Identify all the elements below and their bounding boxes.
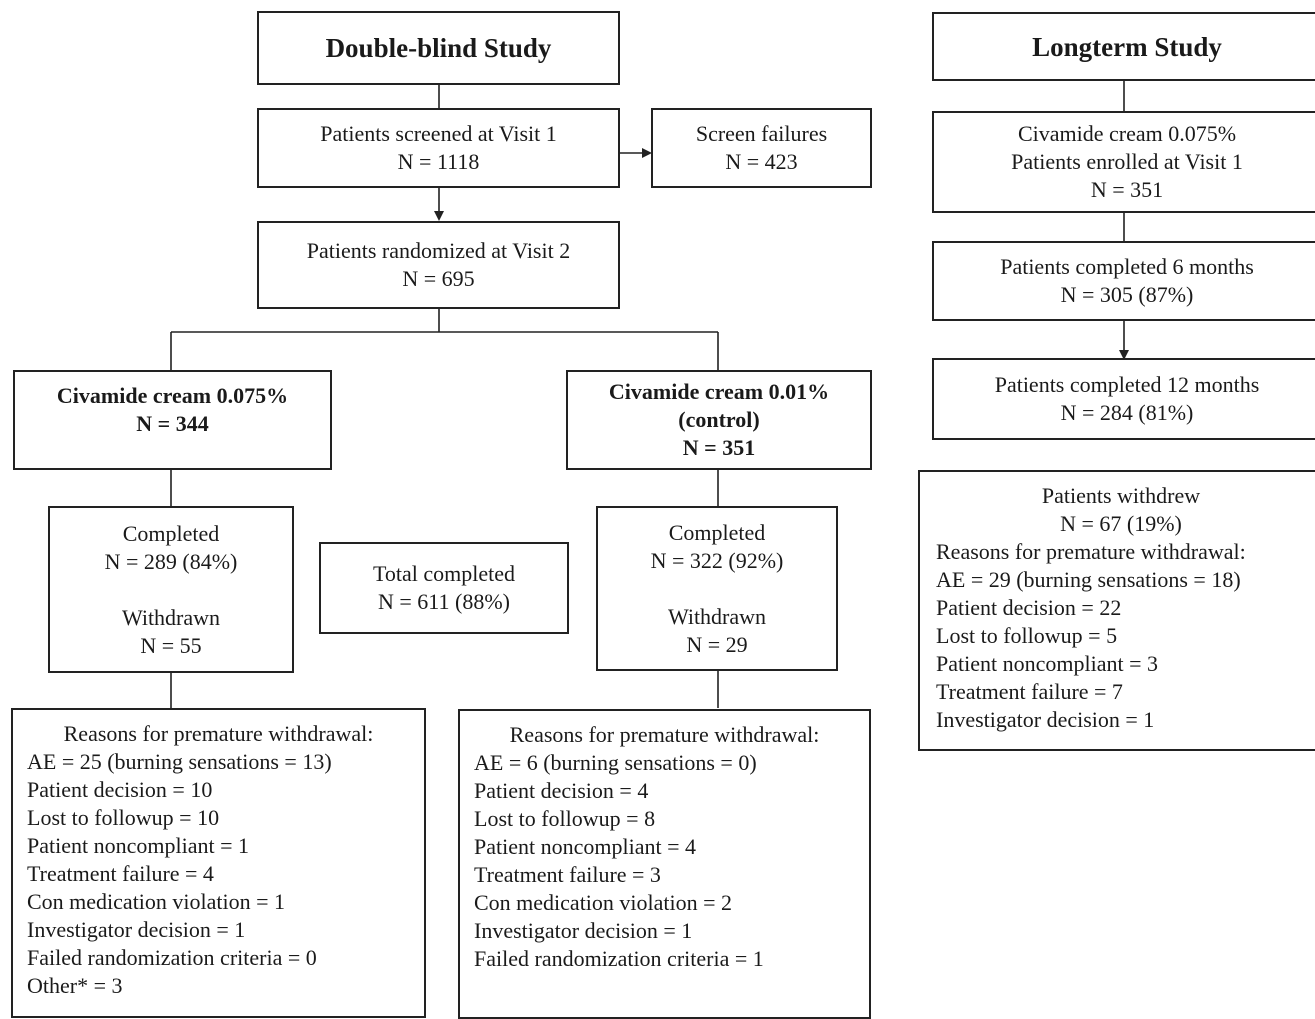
screen-failures-label: Screen failures (695, 121, 828, 146)
screen-failures-count: N = 423 (725, 149, 798, 174)
reason-item: Treatment failure = 4 (27, 861, 214, 886)
active-arm-label: Civamide cream 0.075% (56, 383, 289, 408)
reason-item: Patient decision = 10 (27, 777, 213, 802)
longterm-enrolled-count: N = 351 (1090, 177, 1164, 202)
longterm-title-box: Longterm Study (932, 12, 1315, 81)
reason-item: Con medication violation = 1 (27, 889, 286, 914)
screened-label: Patients screened at Visit 1 (320, 121, 557, 146)
longterm-6mo-label: Patients completed 6 months (1000, 254, 1254, 279)
control-arm-count: N = 351 (682, 435, 756, 460)
total-completed-label: Total completed (372, 561, 516, 586)
longterm-enrolled-label: Patients enrolled at Visit 1 (1011, 149, 1243, 174)
longterm-12mo-label: Patients completed 12 months (994, 372, 1260, 397)
reason-item: Lost to followup = 10 (27, 805, 220, 830)
longterm-12mo-count: N = 284 (81%) (1060, 400, 1194, 425)
control-reasons-title: Reasons for premature withdrawal: (509, 722, 820, 747)
screen-failures-box: Screen failures N = 423 (651, 108, 872, 188)
active-arm-box: Civamide cream 0.075% N = 344 (13, 370, 332, 470)
active-completed-count: N = 289 (84%) (104, 548, 238, 574)
longterm-reasons-title: Reasons for premature withdrawal: (936, 539, 1246, 564)
screened-count: N = 1118 (397, 149, 480, 174)
active-reasons-box: Reasons for premature withdrawal: AE = 2… (11, 708, 426, 1018)
reason-item: Patient noncompliant = 4 (474, 834, 696, 859)
control-arm-box: Civamide cream 0.01% (control) N = 351 (566, 370, 872, 470)
randomized-count: N = 695 (402, 266, 475, 291)
control-reasons-box: Reasons for premature withdrawal: AE = 6… (458, 709, 871, 1019)
reason-item: Patient decision = 22 (936, 595, 1122, 620)
control-completed-count: N = 322 (92%) (650, 547, 784, 573)
reason-item: Failed randomization criteria = 0 (27, 945, 317, 970)
active-reasons-title: Reasons for premature withdrawal: (63, 721, 374, 746)
longterm-12mo-box: Patients completed 12 months N = 284 (81… (932, 358, 1315, 440)
reason-item: Lost to followup = 5 (936, 623, 1118, 648)
reason-item: Investigator decision = 1 (474, 918, 693, 943)
reason-item: Treatment failure = 7 (936, 679, 1123, 704)
active-withdrawn-count: N = 55 (140, 632, 202, 658)
longterm-enrolled-box: Civamide cream 0.075% Patients enrolled … (932, 111, 1315, 213)
randomized-label: Patients randomized at Visit 2 (306, 238, 571, 263)
active-outcome-box: Completed N = 289 (84%) Withdrawn N = 55 (48, 506, 294, 673)
longterm-withdrew-count: N = 67 (19%) (1060, 511, 1182, 536)
randomized-box: Patients randomized at Visit 2 N = 695 (257, 221, 620, 309)
reason-item: Other* = 3 (27, 973, 123, 998)
reason-item: Treatment failure = 3 (474, 862, 661, 887)
reason-item: Lost to followup = 8 (474, 806, 656, 831)
total-completed-box: Total completed N = 611 (88%) (319, 542, 569, 634)
reason-item: Failed randomization criteria = 1 (474, 946, 764, 971)
longterm-withdrew-label: Patients withdrew (1041, 483, 1201, 508)
control-withdrawn-label: Withdrawn (667, 603, 767, 629)
control-withdrawn-count: N = 29 (686, 631, 748, 657)
longterm-enrolled-treatment: Civamide cream 0.075% (1017, 121, 1237, 146)
control-arm-label: Civamide cream 0.01% (608, 379, 830, 404)
total-completed-count: N = 611 (88%) (378, 589, 510, 614)
longterm-6mo-box: Patients completed 6 months N = 305 (87%… (932, 241, 1315, 321)
reason-item: Patient decision = 4 (474, 778, 649, 803)
screened-box: Patients screened at Visit 1 N = 1118 (257, 108, 620, 188)
reason-item: Con medication violation = 2 (474, 890, 733, 915)
double-blind-title-box: Double-blind Study (257, 11, 620, 85)
reason-item: AE = 6 (burning sensations = 0) (474, 750, 757, 775)
control-arm-sublabel: (control) (678, 407, 760, 432)
active-completed-label: Completed (122, 520, 220, 546)
reason-item: Investigator decision = 1 (936, 707, 1155, 732)
active-withdrawn-label: Withdrawn (121, 604, 221, 630)
double-blind-title: Double-blind Study (325, 33, 552, 63)
longterm-6mo-count: N = 305 (87%) (1060, 282, 1194, 307)
active-arm-count: N = 344 (136, 411, 209, 436)
reason-item: AE = 29 (burning sensations = 18) (936, 567, 1241, 592)
reason-item: Patient noncompliant = 1 (27, 833, 249, 858)
control-completed-label: Completed (668, 519, 766, 545)
control-outcome-box: Completed N = 322 (92%) Withdrawn N = 29 (596, 506, 838, 671)
reason-item: Investigator decision = 1 (27, 917, 246, 942)
longterm-withdrew-box: Patients withdrew N = 67 (19%) Reasons f… (918, 470, 1315, 751)
reason-item: AE = 25 (burning sensations = 13) (27, 749, 332, 774)
longterm-title: Longterm Study (1032, 31, 1222, 62)
reason-item: Patient noncompliant = 3 (936, 651, 1158, 676)
